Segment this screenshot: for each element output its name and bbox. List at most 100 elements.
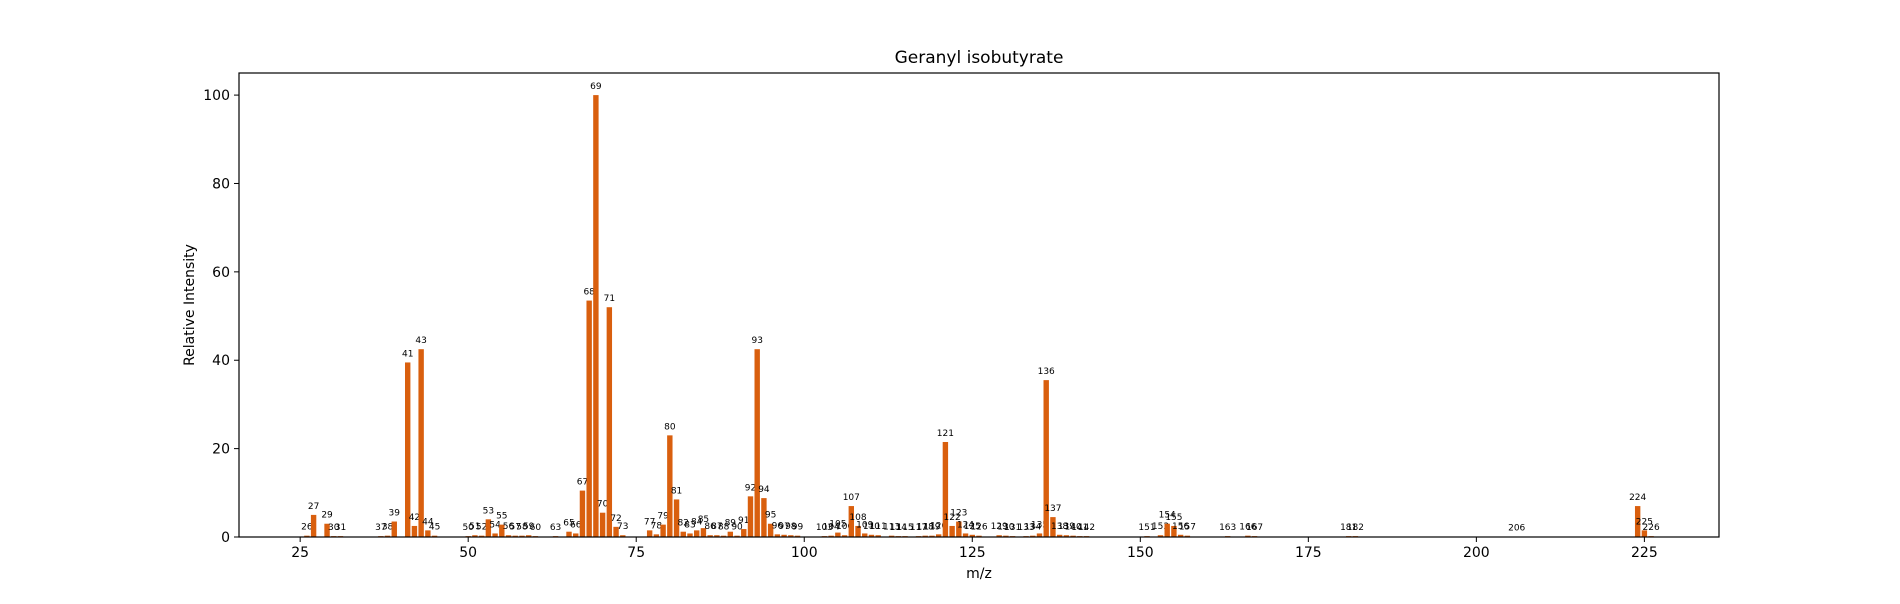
peak-label-mz-38: 38 bbox=[382, 523, 394, 533]
bar-mz-55 bbox=[499, 524, 505, 537]
peak-label-mz-115: 115 bbox=[896, 523, 913, 533]
bar-mz-88 bbox=[720, 535, 727, 537]
bar-mz-110 bbox=[868, 534, 875, 537]
bar-mz-77 bbox=[646, 530, 653, 537]
peak-label-mz-224: 224 bbox=[1629, 493, 1646, 503]
peak-label-mz-65: 65 bbox=[563, 519, 574, 529]
peak-label-mz-54: 54 bbox=[489, 520, 501, 530]
peak-label-mz-98: 98 bbox=[785, 522, 797, 532]
bar-mz-139 bbox=[1063, 535, 1070, 537]
peak-label-mz-126: 126 bbox=[970, 523, 987, 533]
peak-label-mz-156: 156 bbox=[1172, 522, 1189, 532]
bar-mz-87 bbox=[714, 535, 720, 537]
bar-mz-80 bbox=[667, 435, 673, 537]
peak-label-mz-124: 124 bbox=[957, 520, 974, 530]
peak-label-mz-153: 153 bbox=[1152, 522, 1169, 532]
peak-label-mz-138: 138 bbox=[1051, 522, 1068, 532]
bar-mz-39 bbox=[391, 521, 397, 537]
peak-label-mz-45: 45 bbox=[429, 523, 440, 533]
peak-label-mz-91: 91 bbox=[738, 516, 749, 526]
y-tick-label: 0 bbox=[221, 530, 230, 546]
bar-mz-45 bbox=[431, 535, 438, 537]
bar-mz-58 bbox=[519, 535, 525, 537]
bar-mz-119 bbox=[929, 535, 935, 537]
peak-label-mz-27: 27 bbox=[308, 502, 319, 512]
x-axis-label: m/z bbox=[966, 566, 992, 582]
peak-label-mz-206: 206 bbox=[1508, 524, 1525, 534]
peak-label-mz-42: 42 bbox=[409, 513, 420, 523]
x-tick-label: 125 bbox=[959, 545, 986, 561]
bar-mz-122 bbox=[949, 525, 955, 537]
bar-mz-130 bbox=[1003, 535, 1009, 537]
peak-label-mz-117: 117 bbox=[910, 523, 927, 533]
bar-mz-71 bbox=[606, 307, 613, 537]
peak-label-mz-94: 94 bbox=[758, 485, 770, 495]
bar-mz-125 bbox=[969, 534, 975, 537]
bar-mz-94 bbox=[761, 498, 767, 537]
bar-mz-153 bbox=[1157, 535, 1164, 537]
bar-mz-157 bbox=[1184, 535, 1191, 537]
peak-label-mz-90: 90 bbox=[731, 523, 743, 533]
peak-label-mz-104: 104 bbox=[823, 523, 840, 533]
bar-mz-42 bbox=[411, 525, 418, 537]
peak-label-mz-134: 134 bbox=[1024, 523, 1041, 533]
peak-label-mz-140: 140 bbox=[1065, 523, 1082, 533]
peak-label-mz-133: 133 bbox=[1017, 523, 1034, 533]
peak-label-mz-125: 125 bbox=[964, 522, 981, 532]
peak-label-mz-155: 155 bbox=[1165, 513, 1182, 523]
bar-mz-57 bbox=[512, 535, 518, 537]
bar-mz-92 bbox=[747, 496, 754, 537]
bar-mz-41 bbox=[405, 362, 411, 537]
y-axis-label: Relative Intensity bbox=[182, 244, 198, 366]
bar-mz-54 bbox=[492, 533, 498, 537]
bar-mz-65 bbox=[566, 531, 572, 537]
bar-mz-27 bbox=[310, 514, 317, 537]
y-axis: 0 20 40 60 80 100 bbox=[203, 88, 239, 546]
peak-label-mz-77: 77 bbox=[644, 517, 655, 527]
peak-label-mz-66: 66 bbox=[570, 520, 582, 530]
bar-mz-70 bbox=[599, 512, 606, 537]
bar-mz-86 bbox=[707, 535, 713, 537]
bar-mz-129 bbox=[996, 535, 1002, 537]
peak-label-mz-67: 67 bbox=[577, 478, 588, 488]
peak-label-mz-113: 113 bbox=[883, 523, 900, 533]
peak-label-mz-60: 60 bbox=[530, 523, 542, 533]
bar-mz-98 bbox=[788, 535, 794, 537]
peak-label-mz-141: 141 bbox=[1071, 523, 1088, 533]
peak-label-mz-70: 70 bbox=[597, 500, 609, 510]
plot-frame bbox=[238, 72, 1720, 538]
peak-label-mz-87: 87 bbox=[711, 522, 722, 532]
bar-mz-121 bbox=[942, 441, 949, 537]
bar-mz-120 bbox=[935, 534, 942, 537]
bar-mz-138 bbox=[1056, 534, 1063, 537]
peak-label-mz-55: 55 bbox=[496, 512, 507, 522]
bar-mz-96 bbox=[774, 534, 781, 537]
bar-mz-156 bbox=[1177, 534, 1184, 537]
peak-label-mz-97: 97 bbox=[778, 522, 789, 532]
peak-label-mz-31: 31 bbox=[335, 523, 346, 533]
peak-label-mz-29: 29 bbox=[321, 511, 333, 521]
bar-mz-68 bbox=[586, 300, 592, 537]
bar-mz-166 bbox=[1245, 535, 1251, 537]
peak-label-mz-131: 131 bbox=[1004, 523, 1021, 533]
peak-label-mz-157: 157 bbox=[1179, 523, 1196, 533]
peak-label-mz-105: 105 bbox=[829, 520, 846, 530]
peak-label-mz-118: 118 bbox=[917, 523, 934, 533]
peak-label-mz-68: 68 bbox=[583, 288, 595, 298]
peak-label-mz-182: 182 bbox=[1347, 523, 1364, 533]
peak-label-mz-56: 56 bbox=[503, 522, 515, 532]
bar-mz-90 bbox=[734, 535, 740, 537]
peak-label-mz-82: 82 bbox=[678, 519, 689, 529]
peak-label-mz-109: 109 bbox=[856, 520, 873, 530]
peak-label-mz-80: 80 bbox=[664, 422, 676, 432]
peak-label-mz-37: 37 bbox=[375, 523, 386, 533]
bar-mz-29 bbox=[324, 523, 330, 537]
peak-label-mz-137: 137 bbox=[1044, 504, 1061, 514]
bar-mz-38 bbox=[384, 535, 391, 537]
bar-mz-136 bbox=[1043, 380, 1049, 537]
bar-mz-99 bbox=[794, 535, 801, 537]
x-tick-label: 175 bbox=[1295, 545, 1322, 561]
peak-label-mz-120: 120 bbox=[930, 521, 947, 531]
